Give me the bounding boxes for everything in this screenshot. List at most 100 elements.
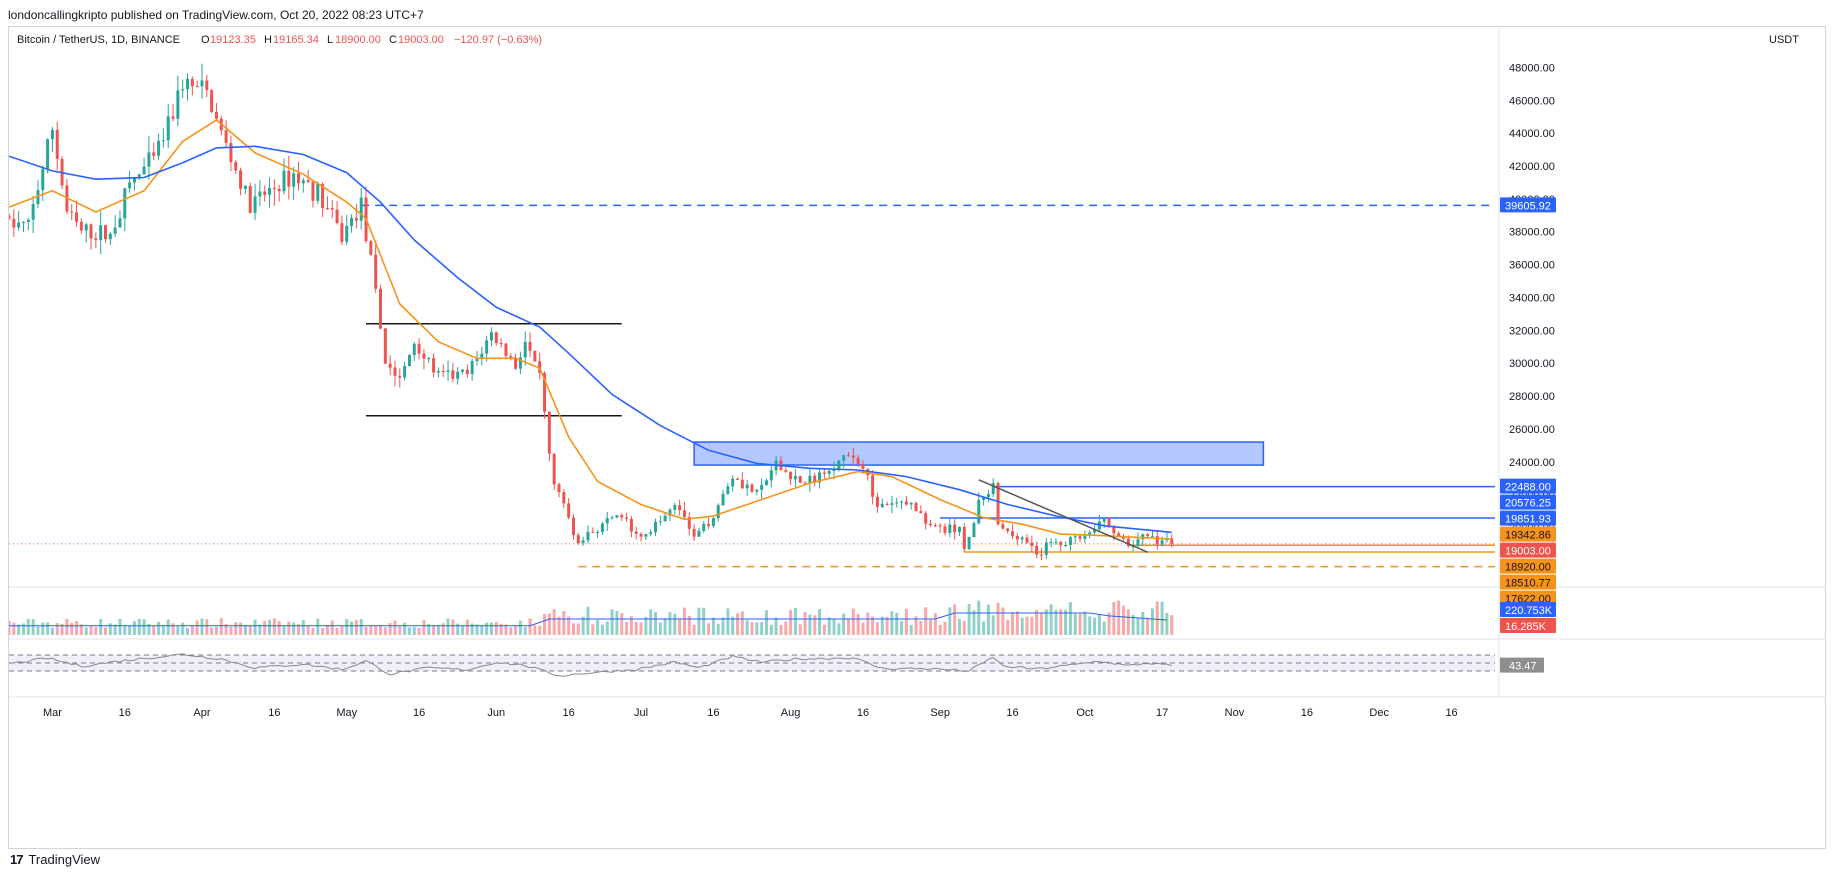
candle-body: [94, 238, 98, 241]
volume-bar: [904, 608, 908, 635]
volume-bar: [161, 626, 165, 635]
volume-bar: [682, 607, 686, 635]
volume-bar: [605, 621, 609, 635]
candle-body: [557, 484, 561, 493]
x-tick-label: 16: [413, 707, 425, 719]
candle-body: [46, 139, 50, 169]
candle-body: [263, 191, 267, 195]
candle-body: [9, 215, 11, 219]
volume-bar: [909, 624, 913, 635]
candle-body: [1093, 529, 1097, 533]
volume-bar: [871, 616, 875, 635]
candle-body: [784, 470, 788, 472]
candle-body: [1122, 536, 1125, 539]
volume-bar: [441, 623, 445, 635]
candle-body: [465, 369, 469, 374]
candle-body: [287, 170, 291, 187]
chart-frame[interactable]: 400K 20000.0022000.0024000.0026000.00280…: [8, 26, 1826, 849]
candle-body: [306, 180, 310, 183]
x-tick-label: Mar: [43, 707, 62, 719]
candle-body: [1073, 536, 1077, 538]
volume-bar: [596, 619, 600, 635]
volume-bar: [41, 622, 45, 635]
volume-bar: [644, 616, 648, 635]
volume-bar: [726, 608, 730, 635]
volume-bar: [75, 621, 79, 635]
trendline: [978, 479, 1148, 553]
candle-body: [957, 526, 961, 533]
volume-bar: [1136, 617, 1140, 635]
candle-body: [335, 209, 339, 224]
candle-body: [514, 357, 518, 369]
btc-usdt-chart[interactable]: 400K 20000.0022000.0024000.0026000.00280…: [9, 27, 1825, 848]
legend-l-label: L: [327, 34, 333, 46]
volume-bar: [152, 625, 156, 635]
volume-bar: [822, 624, 826, 635]
candle-body: [292, 173, 296, 187]
volume-bar: [991, 615, 995, 635]
candle-body: [229, 143, 233, 163]
candle-body: [277, 188, 281, 192]
candle-body: [31, 204, 35, 220]
candle-body: [1083, 535, 1087, 539]
volume-bar: [214, 626, 218, 635]
candle-body: [436, 371, 440, 373]
candle-body: [70, 211, 74, 213]
volume-bar: [846, 618, 850, 635]
volume-bar: [277, 621, 281, 635]
candle-body: [176, 90, 180, 119]
candle-body: [103, 225, 107, 240]
legend-l-value: 18900.00: [335, 34, 381, 46]
rsi-badge: [1500, 657, 1544, 673]
volume-bar: [485, 622, 489, 635]
candle-body: [1150, 536, 1154, 538]
volume-bar: [1015, 611, 1019, 635]
footer: 17 TradingView: [10, 852, 100, 867]
volume-bar: [1020, 617, 1024, 635]
candle-body: [533, 350, 537, 362]
candle-body: [880, 503, 884, 508]
volume-bar: [12, 622, 16, 635]
volume-bar: [982, 621, 986, 635]
candle-body: [321, 183, 325, 208]
volume-bar: [65, 619, 69, 635]
candle-body: [504, 343, 508, 356]
volume-bar: [176, 626, 180, 635]
volume-bar: [1073, 613, 1077, 635]
candle-body: [610, 517, 614, 519]
volume-bar: [128, 625, 132, 635]
volume-bar: [1160, 601, 1164, 635]
legend-change: −120.97 (−0.63%): [454, 34, 542, 46]
candle-body: [909, 502, 913, 505]
legend-o-label: O: [201, 34, 210, 46]
candle-body: [634, 531, 638, 534]
volume-bar: [195, 620, 199, 635]
legend-ohlc: O 19123.35 H 19165.34 L 18900.00 C 19003…: [201, 34, 542, 46]
volume-bar: [306, 625, 310, 635]
volume-bar: [866, 612, 870, 635]
candle-body: [325, 207, 329, 209]
candle-body: [316, 183, 320, 201]
candle-body: [581, 540, 585, 544]
candle-body: [567, 503, 571, 518]
volume-bar: [26, 618, 30, 635]
candle-body: [79, 221, 83, 231]
price-badge: [1500, 478, 1556, 494]
volume-bar: [354, 619, 358, 635]
candle-body: [605, 518, 609, 524]
volume-bar: [692, 624, 696, 635]
candle-body: [629, 518, 633, 532]
candle-body: [658, 521, 662, 523]
volume-bar: [760, 622, 764, 635]
volume-bar: [562, 611, 566, 635]
candle-body: [17, 222, 21, 228]
candle-body: [1054, 541, 1058, 543]
candle-body: [84, 224, 88, 231]
volume-bar: [1112, 602, 1116, 635]
y-tick-label: 24000.00: [1509, 457, 1555, 469]
y-tick-label: 32000.00: [1509, 325, 1555, 337]
candle-body: [354, 217, 358, 221]
volume-bar: [755, 622, 759, 635]
volume-bar: [543, 614, 547, 635]
candle-body: [470, 361, 474, 374]
